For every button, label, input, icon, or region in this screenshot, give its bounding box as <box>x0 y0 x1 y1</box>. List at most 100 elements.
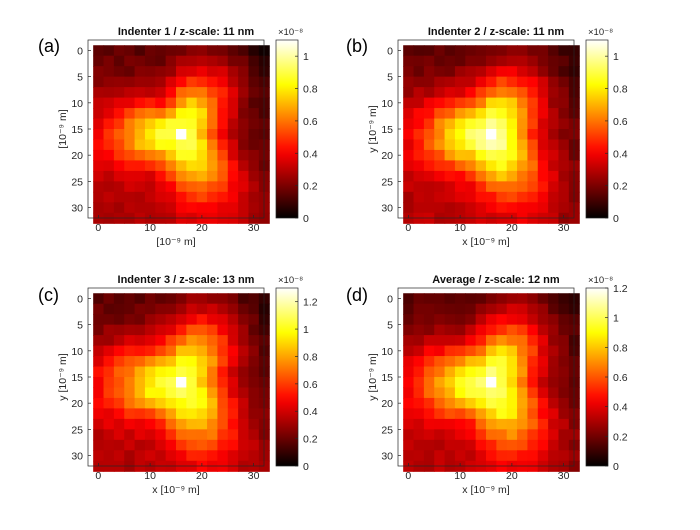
heatmap-cell <box>217 202 229 214</box>
heatmap-cell <box>517 202 529 214</box>
x-tick-label: 30 <box>248 470 260 482</box>
heatmap-cell <box>475 345 487 357</box>
heatmap-cell <box>103 97 115 109</box>
heatmap-cell <box>413 45 425 57</box>
x-tick-label: 0 <box>405 470 411 482</box>
colorbar-exponent: ×10⁻⁸ <box>278 27 303 38</box>
heatmap-cell <box>238 366 250 378</box>
heatmap-cell <box>165 356 177 368</box>
heatmap-cell <box>165 181 177 193</box>
heatmap-cell <box>413 377 425 389</box>
heatmap-cell <box>454 202 466 214</box>
heatmap-cell <box>144 303 156 315</box>
heatmap-cell <box>444 97 456 109</box>
heatmap-cell <box>207 377 219 389</box>
heatmap-cell <box>124 397 136 410</box>
heatmap-cell <box>155 345 167 357</box>
heatmap-cell <box>496 170 508 182</box>
heatmap-cell <box>475 450 487 462</box>
heatmap-cell <box>413 108 425 120</box>
heatmap-cell <box>144 160 156 172</box>
heatmap-cell <box>444 439 456 451</box>
heatmap-cell <box>134 108 146 120</box>
heatmap-cell <box>423 450 435 462</box>
heatmap-cell <box>527 429 539 441</box>
heatmap-cell <box>434 314 446 326</box>
heatmap-cell <box>124 181 136 193</box>
heatmap-cell <box>186 108 198 120</box>
heatmap-cell <box>155 149 167 162</box>
heatmap-cell <box>113 66 125 78</box>
heatmap-cell <box>186 345 198 357</box>
heatmap-cell <box>444 87 456 99</box>
x-tick-label: 30 <box>248 222 260 234</box>
heatmap-cell <box>196 345 208 357</box>
y-axis-label: [10⁻⁹ m] <box>57 109 69 148</box>
colorbar-tick-label: 0.2 <box>303 434 318 446</box>
heatmap-cell <box>517 181 529 193</box>
heatmap-cell <box>506 139 518 151</box>
heatmap-cell <box>558 439 570 451</box>
heatmap-cell <box>196 108 208 120</box>
heatmap-cell <box>465 293 477 305</box>
heatmap-cell <box>207 429 219 441</box>
heatmap-cell <box>506 181 518 193</box>
heatmap-cell <box>113 45 125 57</box>
heatmap-cell <box>527 160 539 172</box>
heatmap-cell <box>238 139 250 151</box>
x-tick-label: 0 <box>95 222 101 234</box>
colorbar-tick-label: 1 <box>613 313 619 325</box>
heatmap-cell <box>196 314 208 326</box>
heatmap-cell <box>134 439 146 451</box>
heatmap-cell <box>134 87 146 99</box>
heatmap-cell <box>144 108 156 120</box>
heatmap-cell <box>506 55 518 67</box>
heatmap-cell <box>486 191 497 203</box>
heatmap-cell <box>196 66 208 78</box>
heatmap-cell <box>124 345 136 357</box>
heatmap-cell <box>517 293 529 305</box>
heatmap-cell <box>423 303 435 315</box>
heatmap-cell <box>103 345 115 357</box>
heatmap-cell <box>103 356 115 368</box>
heatmap-cell <box>537 429 549 441</box>
heatmap-cell <box>227 345 239 357</box>
heatmap-cell <box>434 129 446 141</box>
heatmap-cell <box>527 66 539 78</box>
heatmap-cell <box>486 303 497 315</box>
heatmap-cell <box>113 439 125 451</box>
heatmap-cell <box>103 118 115 130</box>
heatmap-cell <box>434 418 446 430</box>
heatmap-cell <box>93 118 105 130</box>
panel-title: Indenter 3 / z-scale: 13 nm <box>118 274 255 286</box>
heatmap-cell <box>207 170 219 182</box>
heatmap-cell <box>548 345 560 357</box>
heatmap-cell <box>413 181 425 193</box>
heatmap-cell <box>207 45 219 57</box>
heatmap-cell <box>434 87 446 99</box>
heatmap-cell <box>486 429 497 441</box>
heatmap-cell <box>155 303 167 315</box>
heatmap-cell <box>134 397 146 410</box>
x-axis-label: x [10⁻⁹ m] <box>152 484 199 496</box>
heatmap-cell <box>207 314 219 326</box>
heatmap-cell <box>465 324 477 336</box>
heatmap-cell <box>144 335 156 347</box>
heatmap-cell <box>217 408 229 420</box>
heatmap-cell <box>423 377 435 389</box>
heatmap-cell <box>548 366 560 378</box>
heatmap-cell <box>486 418 497 430</box>
heatmap-cell <box>527 356 539 368</box>
heatmap-cell <box>403 139 415 151</box>
heatmap-cell <box>403 45 415 57</box>
heatmap-cell <box>423 55 435 67</box>
heatmap-cell <box>248 366 260 378</box>
colorbar-tick-label: 1 <box>613 51 619 63</box>
heatmap-cell <box>558 118 570 130</box>
heatmap-cell <box>434 345 446 357</box>
heatmap-cell <box>434 160 446 172</box>
heatmap-cell <box>486 314 497 326</box>
heatmap-cell <box>93 303 105 315</box>
heatmap-cell <box>113 76 125 88</box>
